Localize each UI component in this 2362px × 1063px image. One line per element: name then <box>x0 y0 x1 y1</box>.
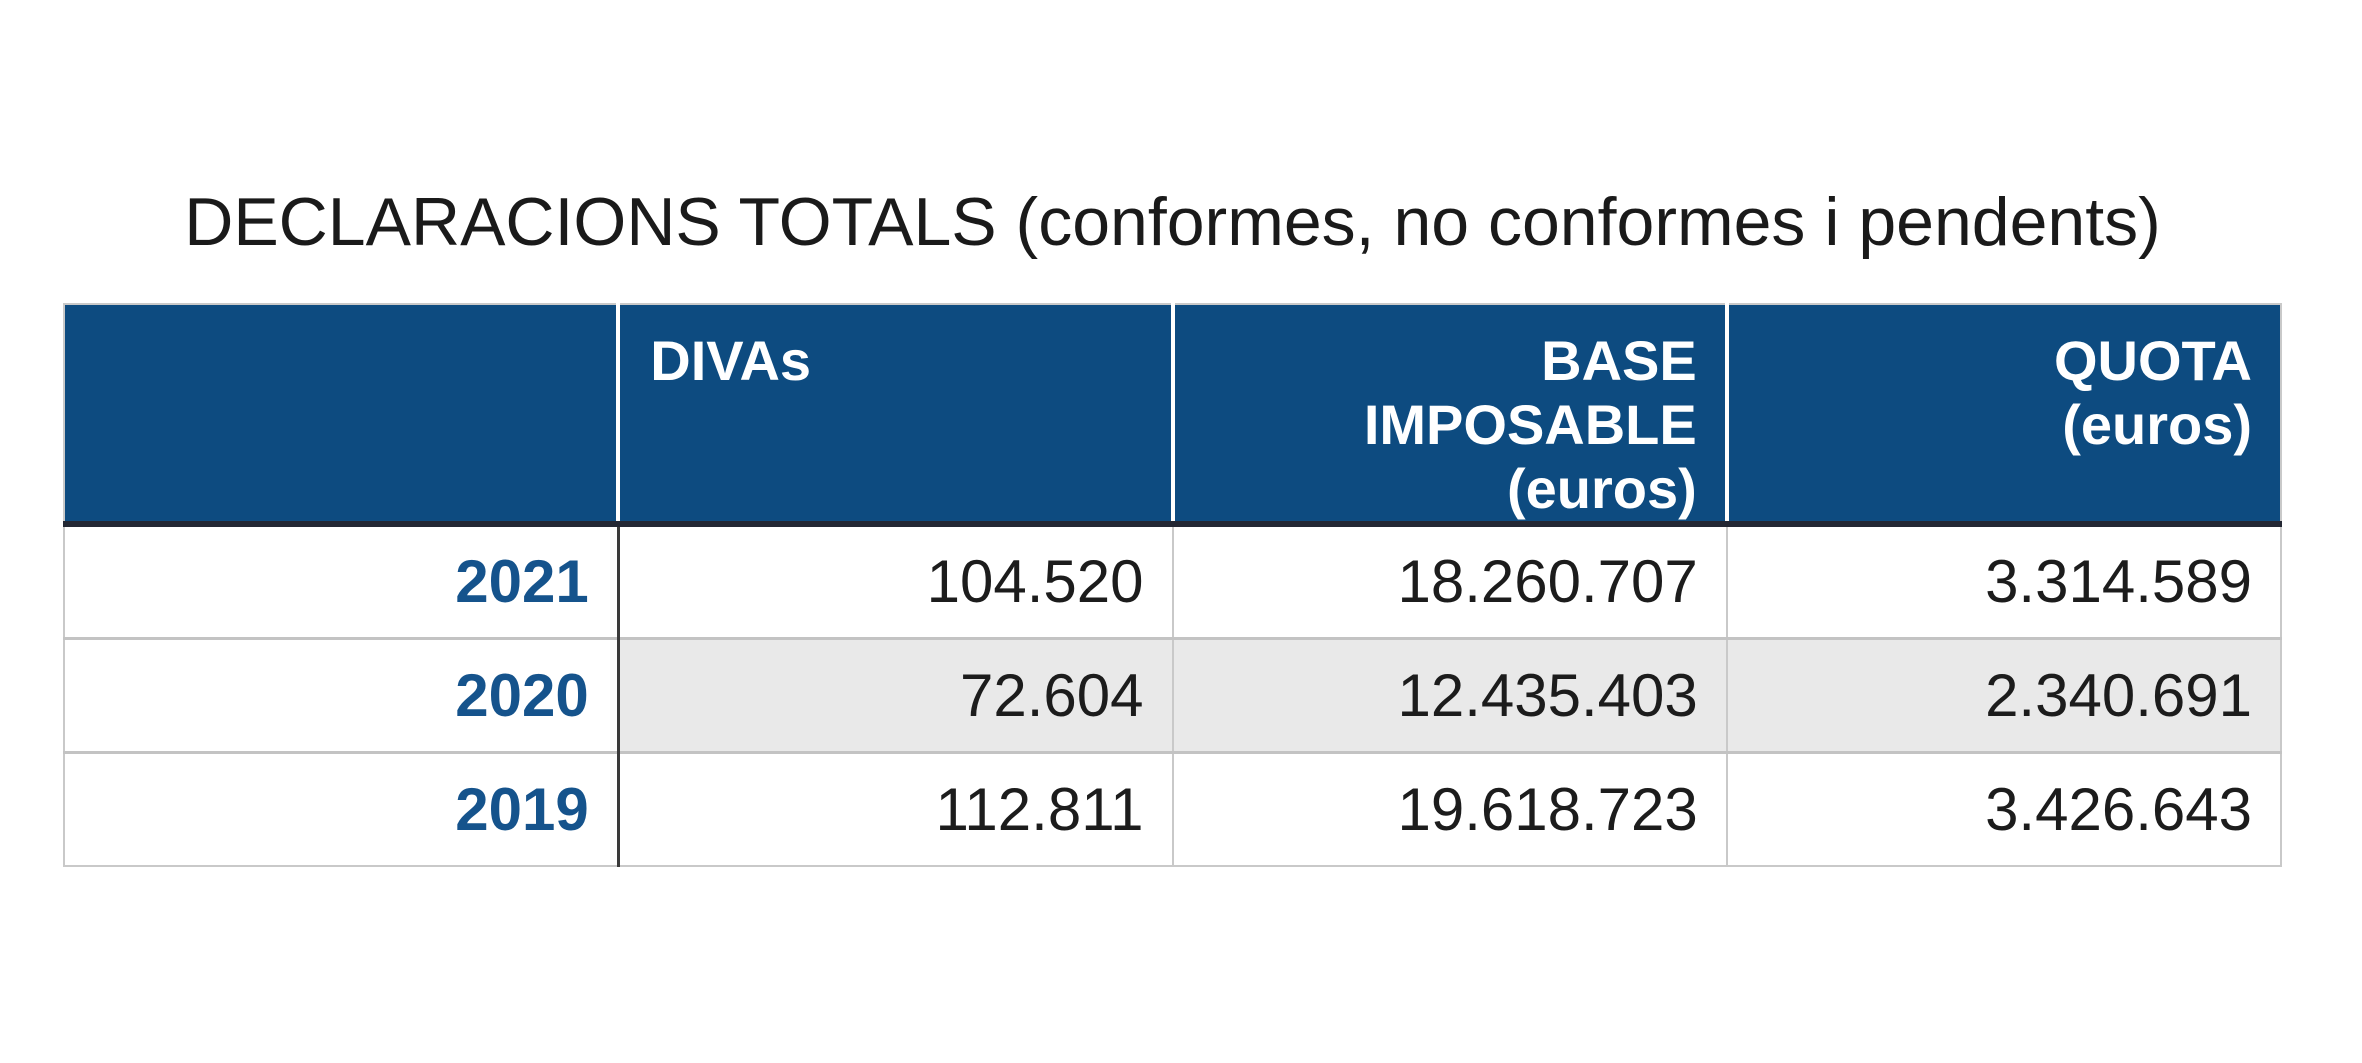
row-year-label: 2020 <box>64 636 620 752</box>
cell-divas: 72.604 <box>618 636 1173 752</box>
declarations-table: DIVAs BASE IMPOSABLE (euros) QUOTA (euro… <box>63 303 2282 867</box>
cell-base-imposable: 18.260.707 <box>1171 522 1727 638</box>
cell-base-imposable: 12.435.403 <box>1171 636 1727 752</box>
table-row-2020: 2020 72.604 12.435.403 2.340.691 <box>64 636 2281 752</box>
page-title: DECLARACIONS TOTALS (conformes, no confo… <box>184 184 2161 260</box>
header-label-base-imposable: BASE IMPOSABLE <box>1363 329 1697 456</box>
header-cell-divas: DIVAs <box>616 304 1173 527</box>
header-sublabel-quota: (euros) <box>2062 393 2252 456</box>
row-year-label: 2021 <box>64 522 620 638</box>
row-year-label: 2019 <box>64 750 620 866</box>
table-row-2019: 2019 112.811 19.618.723 3.426.643 <box>64 750 2281 866</box>
cell-quota: 3.314.589 <box>1725 522 2281 638</box>
table-header-row: DIVAs BASE IMPOSABLE (euros) QUOTA (euro… <box>64 304 2281 527</box>
table-row-2021: 2021 104.520 18.260.707 3.314.589 <box>64 522 2281 638</box>
cell-quota: 3.426.643 <box>1725 750 2281 866</box>
header-cell-empty <box>64 304 619 527</box>
cell-divas: 104.520 <box>618 522 1173 638</box>
cell-base-imposable: 19.618.723 <box>1171 750 1727 866</box>
header-sublabel-base-imposable: (euros) <box>1506 457 1697 520</box>
header-cell-base-imposable: BASE IMPOSABLE (euros) <box>1170 304 1727 527</box>
cell-quota: 2.340.691 <box>1725 636 2281 752</box>
cell-divas: 112.811 <box>618 750 1173 866</box>
header-label-quota: QUOTA <box>2053 329 2252 392</box>
header-label-divas: DIVAs <box>650 329 812 392</box>
header-cell-quota: QUOTA (euros) <box>1724 304 2281 527</box>
